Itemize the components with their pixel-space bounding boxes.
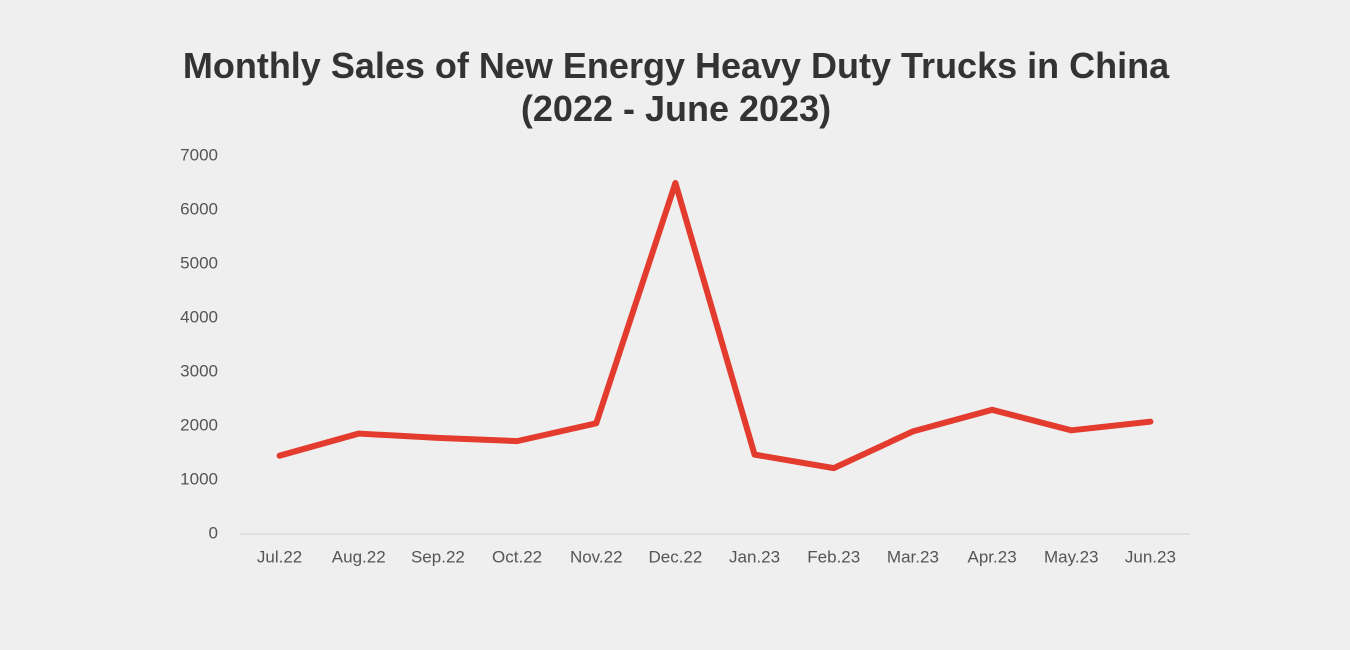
x-tick-label: Mar.23: [887, 547, 939, 566]
x-tick-label: Feb.23: [807, 547, 860, 566]
y-tick-label: 3000: [180, 361, 218, 380]
y-tick-label: 4000: [180, 307, 218, 326]
chart-title: Monthly Sales of New Energy Heavy Duty T…: [182, 45, 1170, 129]
y-tick-label: 2000: [180, 415, 218, 434]
x-tick-label: May.23: [1044, 547, 1099, 566]
x-tick-label: Aug.22: [332, 547, 386, 566]
x-tick-label: Sep.22: [411, 547, 465, 566]
x-tick-label: Apr.23: [968, 547, 1017, 566]
x-tick-label: Nov.22: [570, 547, 623, 566]
x-tick-label: Jun.23: [1125, 547, 1176, 566]
y-tick-label: 5000: [180, 253, 218, 272]
y-tick-label: 1000: [180, 469, 218, 488]
line-series: [276, 180, 1154, 472]
y-tick-label: 0: [209, 523, 218, 542]
y-tick-label: 6000: [180, 199, 218, 218]
x-tick-label: Jul.22: [257, 547, 302, 566]
y-tick-label: 7000: [180, 145, 218, 164]
x-tick-label: Jan.23: [729, 547, 780, 566]
x-tick-label: Dec.22: [648, 547, 702, 566]
x-tick-label: Oct.22: [492, 547, 542, 566]
